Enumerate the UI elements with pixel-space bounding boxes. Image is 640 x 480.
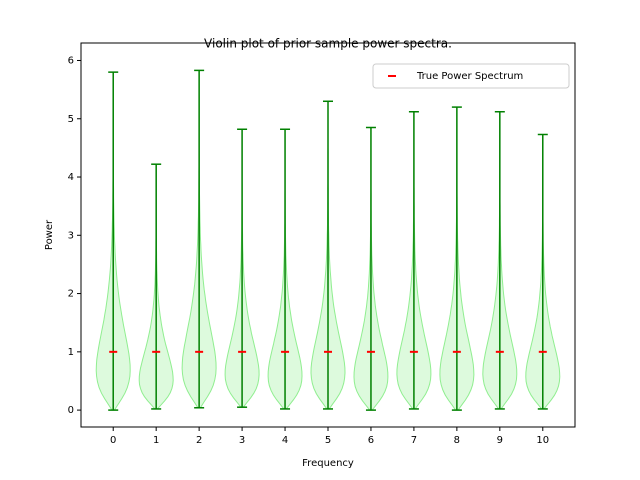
x-tick-label: 3 bbox=[239, 435, 245, 446]
x-tick-label: 7 bbox=[411, 435, 417, 446]
y-tick-label: 6 bbox=[68, 55, 74, 66]
y-tick-label: 0 bbox=[68, 405, 74, 416]
x-tick-label: 10 bbox=[536, 435, 549, 446]
y-tick-label: 4 bbox=[68, 172, 74, 183]
x-tick-label: 0 bbox=[110, 435, 116, 446]
y-tick-label: 5 bbox=[68, 114, 74, 125]
y-tick-label: 1 bbox=[68, 347, 74, 358]
x-tick-label: 4 bbox=[282, 435, 288, 446]
y-tick-label: 3 bbox=[68, 230, 74, 241]
y-tick-label: 2 bbox=[68, 289, 74, 300]
x-tick-label: 1 bbox=[153, 435, 159, 446]
x-axis-label: Frequency bbox=[302, 458, 354, 469]
legend-label: True Power Spectrum bbox=[416, 71, 523, 82]
x-tick-label: 2 bbox=[196, 435, 202, 446]
plot-frame bbox=[80, 42, 576, 428]
x-tick-label: 6 bbox=[368, 435, 374, 446]
x-tick-label: 5 bbox=[325, 435, 331, 446]
y-axis-label: Power bbox=[44, 219, 55, 250]
x-tick-label: 8 bbox=[454, 435, 460, 446]
x-tick-label: 9 bbox=[497, 435, 503, 446]
legend-box bbox=[372, 63, 570, 89]
